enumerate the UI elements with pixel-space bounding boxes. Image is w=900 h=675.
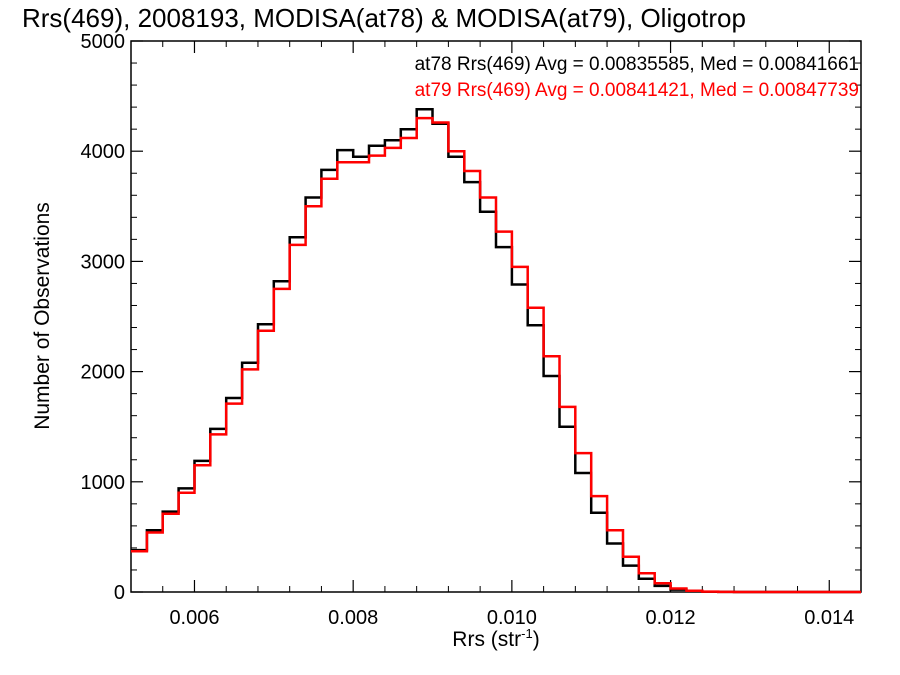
series-line-at78 (131, 108, 861, 594)
x-tick-labels: 0.006 0.008 0.010 0.012 0.014 (169, 607, 854, 629)
x-axis-label: Rrs (str-1) (452, 626, 539, 651)
series-at78-stats: at78 Rrs(469) Avg = 0.00835585, Med = 0.… (415, 54, 859, 75)
x-tick-label: 0.006 (169, 607, 219, 629)
x-axis-label-superscript: -1 (521, 626, 533, 641)
axis-ticks (130, 40, 862, 593)
x-axis-label-text: Rrs (str (452, 628, 521, 651)
x-tick-label: 0.014 (804, 607, 854, 629)
plot-frame (130, 40, 862, 593)
y-tick-label: 2000 (81, 362, 126, 384)
y-tick-label: 0 (114, 582, 125, 604)
y-tick-label: 4000 (81, 141, 126, 163)
y-tick-label: 1000 (81, 472, 126, 494)
x-tick-label: 0.010 (487, 607, 537, 629)
y-tick-label: 5000 (81, 31, 126, 53)
series-line-at79 (131, 116, 861, 594)
series-lines (131, 108, 861, 594)
y-tick-labels: 0 1000 2000 3000 4000 5000 (81, 31, 126, 604)
series-at79-stats: at79 Rrs(469) Avg = 0.00841421, Med = 0.… (415, 80, 859, 101)
x-tick-label: 0.008 (328, 607, 378, 629)
y-axis-label: Number of Observations (31, 202, 54, 430)
x-tick-label: 0.012 (646, 607, 696, 629)
x-axis-label-close: ) (533, 628, 540, 651)
chart-title: Rrs(469), 2008193, MODISA(at78) & MODISA… (22, 3, 746, 33)
y-tick-label: 3000 (81, 251, 126, 273)
